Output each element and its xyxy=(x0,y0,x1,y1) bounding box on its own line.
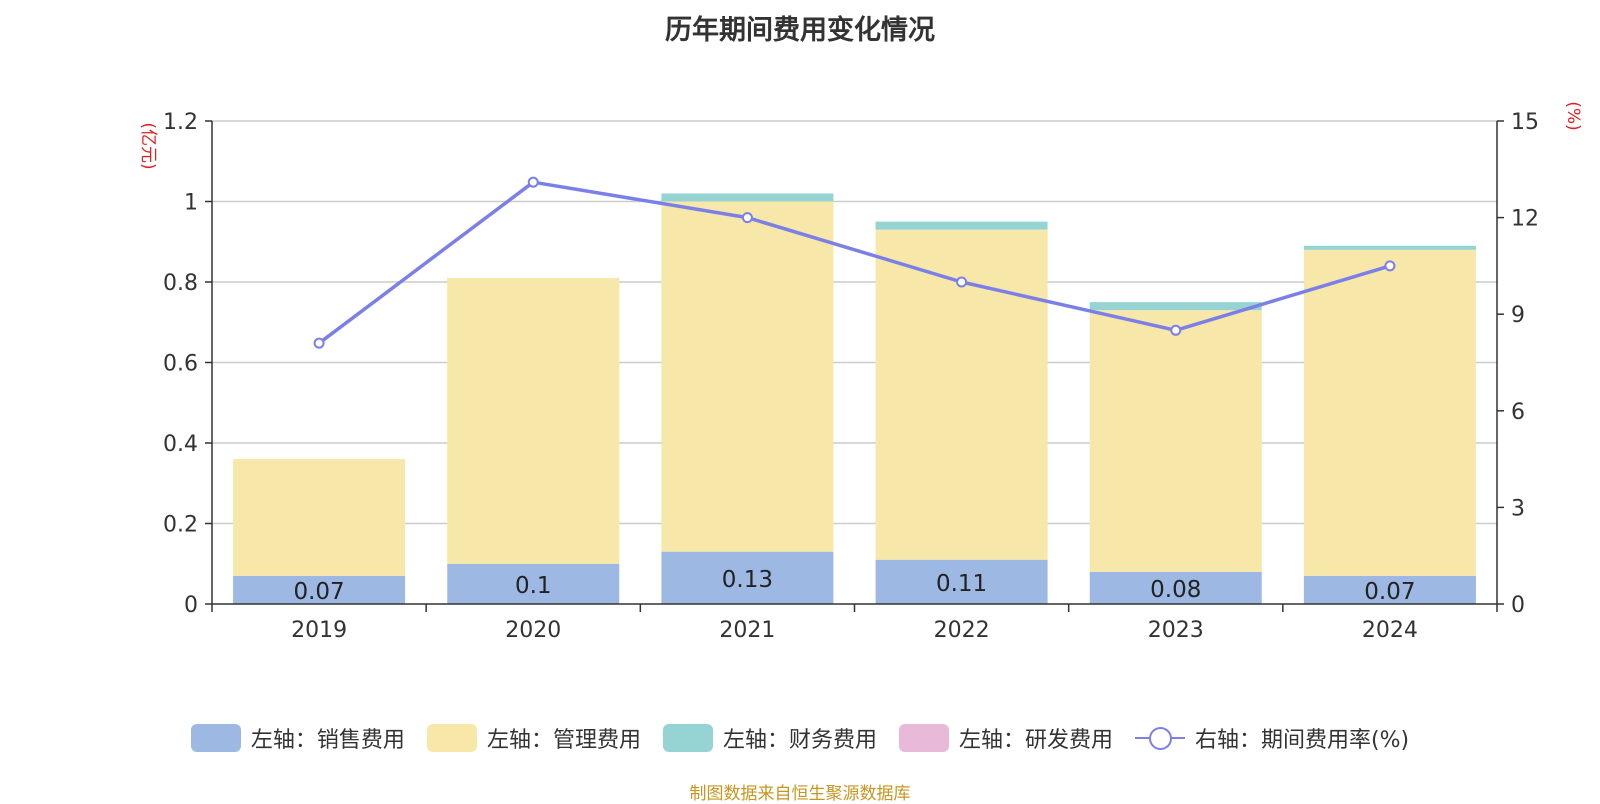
legend: 左轴：销售费用 左轴：管理费用 左轴：财务费用 左轴：研发费用 右轴：期间费用率… xyxy=(0,722,1600,754)
rate-point-2021 xyxy=(741,212,753,224)
right-tick-label: 6 xyxy=(1511,400,1525,425)
bar-data-label: 0.08 xyxy=(1150,577,1201,603)
bar-admin-2021 xyxy=(661,201,834,552)
left-tick-label: 1 xyxy=(184,191,198,216)
legend-label-sales: 左轴：销售费用 xyxy=(250,728,405,753)
bar-admin-2019 xyxy=(233,459,406,576)
bar-finance-2023 xyxy=(1089,302,1262,311)
legend-label-rnd: 左轴：研发费用 xyxy=(958,728,1113,753)
x-tick-label: 2022 xyxy=(934,618,990,643)
rate-point-2019 xyxy=(313,337,325,349)
bar-data-label: 0.07 xyxy=(1364,579,1415,605)
bar-sales-2021 xyxy=(661,551,834,604)
right-tick-label: 0 xyxy=(1511,593,1525,618)
legend-item-rnd[interactable]: 左轴：研发费用 xyxy=(898,722,1113,754)
legend-item-rate[interactable]: 右轴：期间费用率(%) xyxy=(1134,722,1410,754)
left-tick-label: 0 xyxy=(184,593,198,618)
left-tick-label: 0.4 xyxy=(163,432,198,457)
x-tick-label: 2021 xyxy=(719,618,775,643)
bar-data-label: 0.1 xyxy=(515,573,552,599)
left-tick-label: 0.2 xyxy=(163,513,198,538)
bar-finance-2021 xyxy=(661,193,834,202)
legend-label-rate: 右轴：期间费用率(%) xyxy=(1194,728,1410,753)
x-tick-label: 2023 xyxy=(1148,618,1204,643)
legend-item-finance[interactable]: 左轴：财务费用 xyxy=(662,722,877,754)
bar-sales-2023 xyxy=(1089,571,1262,604)
bar-data-label: 0.11 xyxy=(936,571,987,597)
legend-item-sales[interactable]: 左轴：销售费用 xyxy=(190,722,405,754)
bar-finance-2024 xyxy=(1303,245,1476,250)
x-tick-label: 2019 xyxy=(291,618,347,643)
rate-point-2022 xyxy=(956,276,968,288)
bar-sales-2022 xyxy=(875,559,1048,604)
bar-admin-2024 xyxy=(1303,249,1476,576)
left-tick-label: 0.6 xyxy=(163,352,198,377)
right-tick-label: 9 xyxy=(1511,303,1525,328)
legend-label-admin: 左轴：管理费用 xyxy=(486,728,641,753)
left-tick-label: 0.8 xyxy=(163,271,198,296)
legend-swatch-rnd xyxy=(898,724,949,752)
bar-data-label: 0.07 xyxy=(293,579,344,605)
legend-swatch-rate xyxy=(1134,724,1185,752)
bar-sales-2024 xyxy=(1303,575,1476,604)
legend-label-finance: 左轴：财务费用 xyxy=(722,728,877,753)
legend-swatch-admin xyxy=(426,724,477,752)
bar-sales-2020 xyxy=(447,563,620,604)
bar-admin-2020 xyxy=(447,277,620,564)
right-axis-unit-label: (%) xyxy=(1563,101,1583,130)
left-tick-label: 1.2 xyxy=(163,110,198,135)
bar-admin-2023 xyxy=(1089,310,1262,572)
left-axis-unit-label: (亿元) xyxy=(138,122,158,169)
right-tick-label: 3 xyxy=(1511,496,1525,521)
legend-swatch-sales xyxy=(190,724,241,752)
chart-title: 历年期间费用变化情况 xyxy=(665,15,935,46)
bar-data-label: 0.13 xyxy=(722,567,773,593)
bar-finance-2022 xyxy=(875,221,1048,230)
source-note: 制图数据来自恒生聚源数据库 xyxy=(689,784,911,804)
rate-point-2023 xyxy=(1170,324,1182,336)
rate-line xyxy=(318,180,1391,345)
right-tick-label: 15 xyxy=(1511,110,1539,135)
x-tick-label: 2020 xyxy=(505,618,561,643)
legend-swatch-finance xyxy=(662,724,713,752)
bar-sales-2019 xyxy=(233,575,406,604)
x-tick-label: 2024 xyxy=(1362,618,1418,643)
rate-point-2020 xyxy=(527,176,539,188)
right-tick-label: 12 xyxy=(1511,207,1539,232)
rate-point-2024 xyxy=(1384,260,1396,272)
legend-item-admin[interactable]: 左轴：管理费用 xyxy=(426,722,641,754)
